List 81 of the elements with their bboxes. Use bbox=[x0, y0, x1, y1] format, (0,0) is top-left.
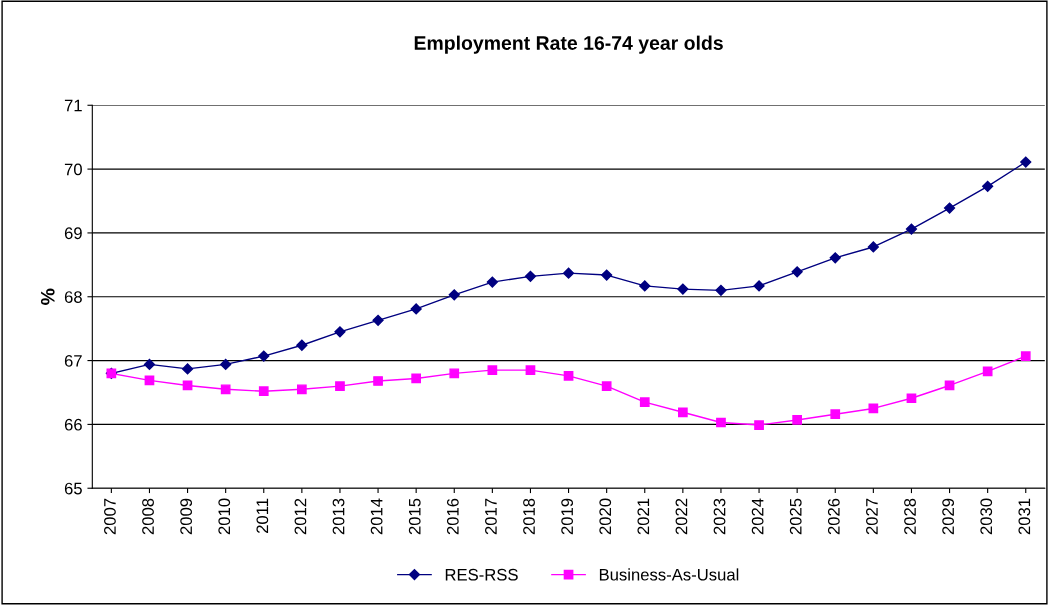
point bbox=[677, 283, 689, 295]
point bbox=[867, 241, 879, 253]
y-tick-label: 65 bbox=[64, 482, 82, 495]
x-tick-label: 2020 bbox=[599, 498, 612, 535]
x-tick-label: 2012 bbox=[294, 498, 307, 535]
point bbox=[335, 381, 345, 391]
y-tick-label: 70 bbox=[64, 163, 82, 176]
point bbox=[601, 381, 612, 391]
point bbox=[373, 376, 383, 386]
x-tick-label: 2030 bbox=[980, 498, 993, 535]
x-tick-label: 2013 bbox=[332, 498, 345, 535]
point bbox=[943, 202, 956, 214]
x-tick-label: 2023 bbox=[713, 498, 726, 535]
point bbox=[448, 289, 460, 301]
x-tick-label: 2016 bbox=[446, 498, 459, 535]
x-tick-label: 2021 bbox=[637, 498, 650, 535]
point bbox=[982, 180, 994, 192]
point bbox=[906, 393, 917, 404]
point bbox=[258, 350, 270, 362]
point bbox=[982, 366, 993, 377]
x-tick-label: 2024 bbox=[751, 498, 764, 535]
x-tick-label: 2017 bbox=[485, 498, 497, 535]
point bbox=[486, 276, 498, 288]
point bbox=[563, 371, 574, 381]
x-tick-label: 2028 bbox=[904, 498, 916, 535]
point bbox=[868, 403, 879, 414]
point bbox=[220, 358, 232, 371]
point bbox=[562, 267, 575, 279]
y-tick-label: 67 bbox=[64, 354, 82, 367]
point bbox=[525, 365, 536, 376]
x-tick-label: 2022 bbox=[675, 498, 688, 535]
point bbox=[1020, 156, 1032, 168]
legend-label: Business-As-Usual bbox=[599, 568, 739, 581]
point bbox=[829, 252, 841, 264]
point bbox=[258, 386, 269, 397]
x-tick-label: 2009 bbox=[180, 498, 193, 535]
point bbox=[905, 223, 918, 235]
x-tick-label: 2011 bbox=[256, 498, 269, 533]
point bbox=[334, 326, 346, 338]
point bbox=[296, 339, 308, 351]
y-tick-label: 71 bbox=[64, 99, 82, 112]
point bbox=[487, 365, 498, 376]
point bbox=[181, 363, 194, 375]
x-tick-label: 2015 bbox=[408, 498, 421, 535]
point bbox=[792, 415, 803, 425]
point bbox=[411, 373, 422, 384]
point bbox=[296, 384, 307, 395]
point bbox=[524, 270, 537, 282]
y-tick-label: 68 bbox=[64, 291, 82, 303]
x-tick-label: 2010 bbox=[218, 498, 231, 535]
point bbox=[372, 314, 384, 326]
point bbox=[754, 420, 764, 430]
point bbox=[410, 303, 422, 315]
x-tick-label: 2008 bbox=[142, 498, 154, 535]
x-tick-label: 2027 bbox=[866, 498, 878, 535]
point bbox=[715, 284, 727, 296]
y-tick-label: 69 bbox=[64, 227, 82, 240]
point bbox=[791, 266, 803, 278]
x-tick-label: 2018 bbox=[523, 498, 535, 535]
point bbox=[830, 409, 841, 420]
point bbox=[1020, 351, 1031, 361]
legend-label: RES-RSS bbox=[445, 568, 518, 581]
point bbox=[716, 417, 726, 428]
x-tick-label: 2014 bbox=[370, 498, 383, 535]
x-tick-label: 2031 bbox=[1018, 498, 1031, 535]
point bbox=[449, 368, 460, 379]
x-tick-label: 2029 bbox=[942, 498, 955, 535]
x-tick-label: 2025 bbox=[789, 498, 802, 535]
point bbox=[601, 269, 613, 281]
x-tick-label: 2019 bbox=[561, 498, 574, 535]
point bbox=[677, 407, 688, 418]
y-tick-label: 66 bbox=[64, 418, 82, 431]
y-axis-title: % bbox=[40, 288, 55, 305]
point bbox=[639, 397, 650, 407]
point bbox=[220, 384, 231, 395]
point bbox=[143, 358, 156, 371]
x-tick-label: 2007 bbox=[104, 498, 116, 535]
chart-title: Employment Rate 16-74 year olds bbox=[414, 35, 723, 54]
point bbox=[639, 280, 651, 292]
x-tick-label: 2026 bbox=[827, 498, 840, 535]
point bbox=[753, 280, 765, 292]
